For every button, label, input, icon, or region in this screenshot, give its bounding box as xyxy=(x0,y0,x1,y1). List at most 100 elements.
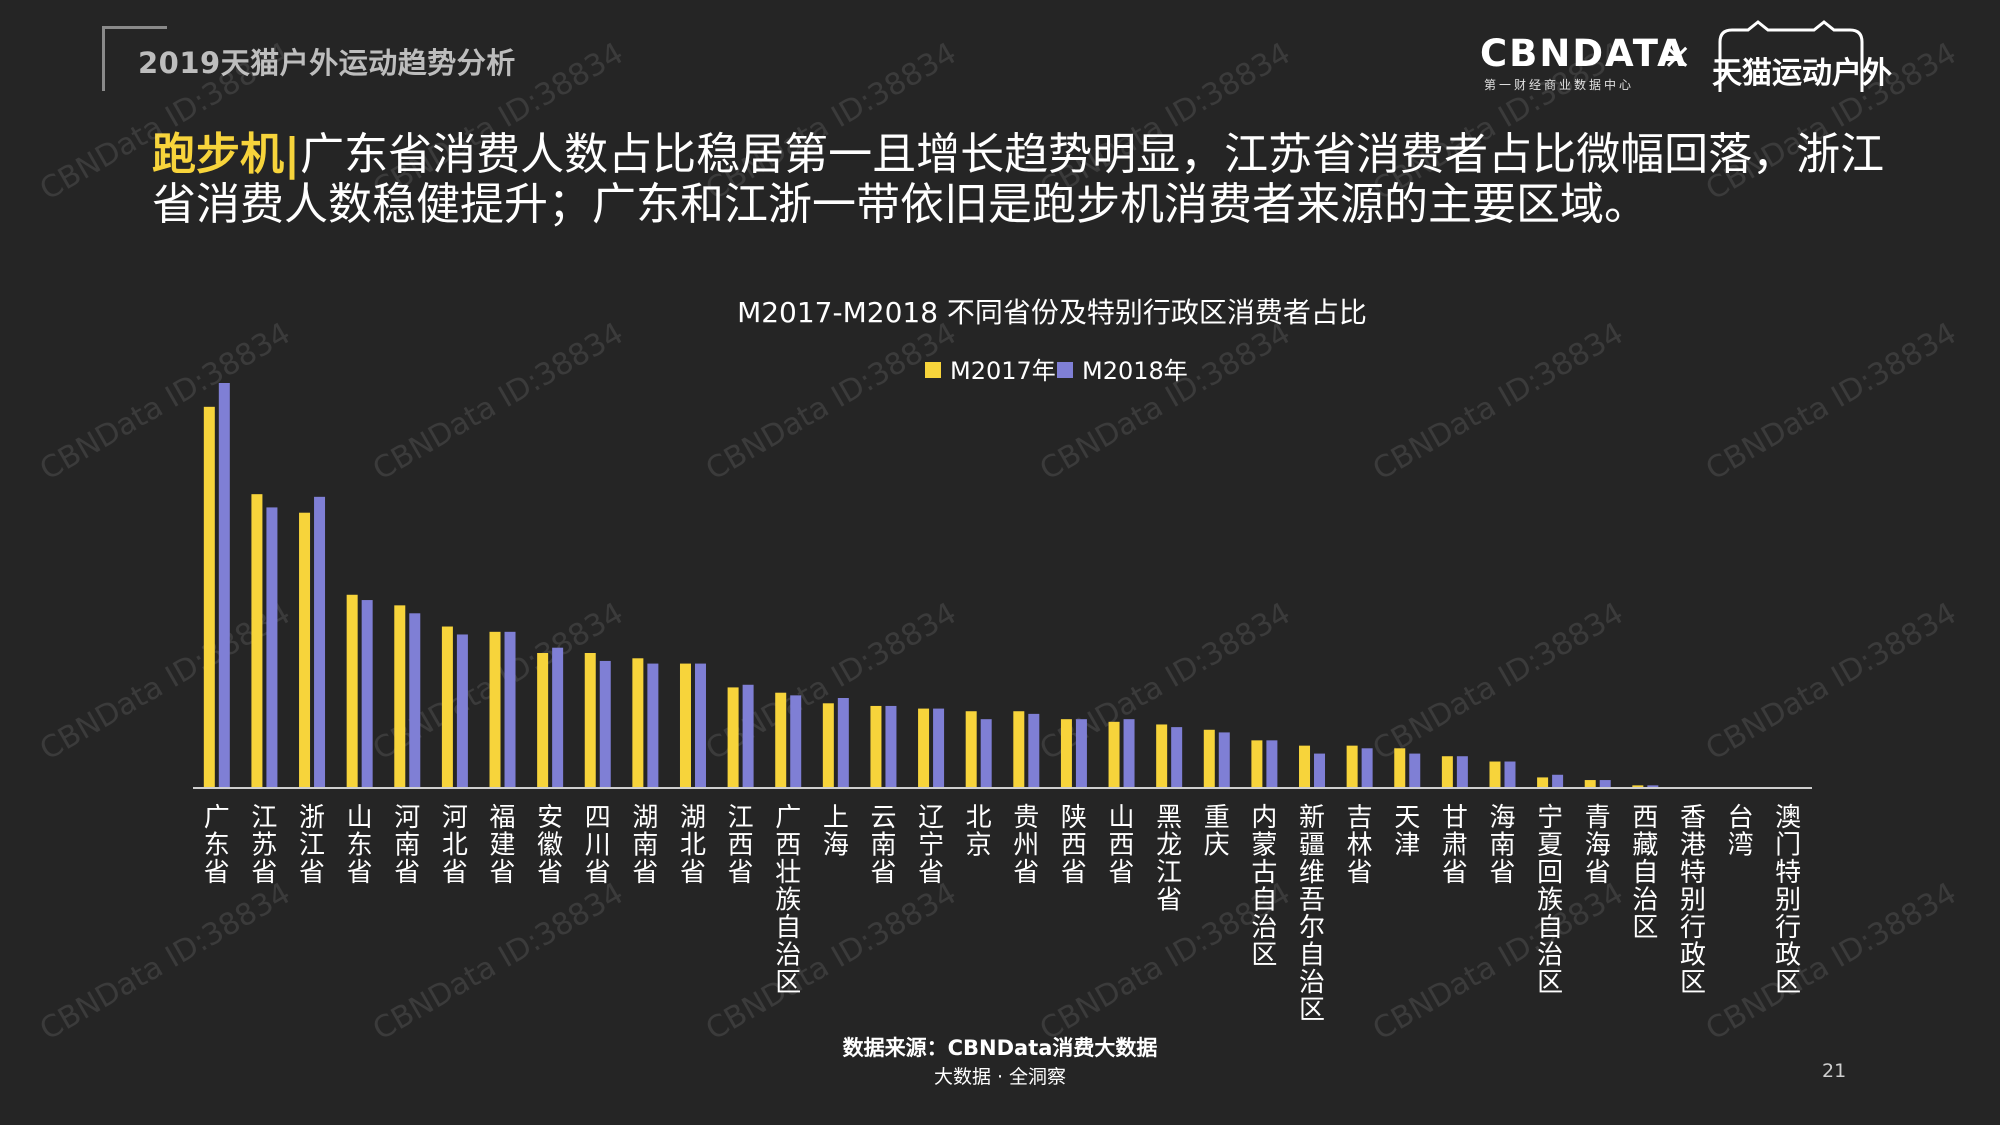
x-tick-label-9: 湖南省 xyxy=(632,803,658,888)
x-tick-label-0: 广东省 xyxy=(204,803,230,888)
bar-m2018-14 xyxy=(885,705,897,788)
bar-m2018-11 xyxy=(742,684,754,788)
bar-series-group xyxy=(203,383,1659,788)
tmall-logo-text: 天猫运动户外 xyxy=(1712,56,1892,91)
x-tick-label-16: 北京 xyxy=(966,803,992,861)
x-tick-label-21: 重庆 xyxy=(1204,803,1230,861)
bar-m2017-25 xyxy=(1394,748,1406,788)
legend-swatch-0 xyxy=(925,362,941,378)
bar-m2018-25 xyxy=(1409,753,1421,788)
bar-m2017-26 xyxy=(1441,756,1453,788)
x-tick-label-14: 云南省 xyxy=(870,803,896,888)
x-tick-label-28: 宁夏回族自治区 xyxy=(1537,803,1563,998)
bar-m2018-1 xyxy=(266,507,278,788)
watermark-text-1: CBNData ID:38834 xyxy=(367,36,629,208)
bar-m2017-1 xyxy=(251,494,263,788)
watermark-text-19: CBNData ID:38834 xyxy=(367,876,629,1048)
report-title: 2019天猫户外运动趋势分析 xyxy=(138,46,516,80)
bar-m2017-3 xyxy=(346,594,358,788)
bar-m2018-12 xyxy=(790,695,802,788)
bar-m2018-5 xyxy=(456,634,468,788)
bar-m2018-21 xyxy=(1218,732,1230,788)
watermark-text-11: CBNData ID:38834 xyxy=(1700,316,1962,488)
data-source-note: 数据来源：CBNData消费大数据 xyxy=(842,1036,1158,1060)
bar-m2017-16 xyxy=(965,711,977,788)
bar-m2018-0 xyxy=(218,383,230,788)
x-tick-label-11: 江西省 xyxy=(728,803,754,888)
bar-m2018-6 xyxy=(504,631,516,788)
watermark-text-9: CBNData ID:38834 xyxy=(1034,316,1296,488)
x-tick-label-33: 澳门特别行政区 xyxy=(1775,803,1801,998)
bar-m2018-20 xyxy=(1171,727,1183,788)
x-tick-label-8: 四川省 xyxy=(585,803,611,888)
bar-m2017-21 xyxy=(1203,729,1215,788)
x-axis-category-labels: 广东省江苏省浙江省山东省河南省河北省福建省安徽省四川省湖南省湖北省江西省广西壮族… xyxy=(204,803,1801,1026)
watermark-text-7: CBNData ID:38834 xyxy=(367,316,629,488)
bar-m2017-20 xyxy=(1156,724,1168,788)
bar-m2017-15 xyxy=(918,708,930,788)
bar-m2017-29 xyxy=(1584,780,1596,788)
title-bracket-decoration xyxy=(102,26,167,91)
bar-m2017-2 xyxy=(299,512,311,788)
x-tick-label-17: 贵州省 xyxy=(1013,803,1039,888)
bar-m2018-3 xyxy=(361,600,373,788)
watermark-text-17: CBNData ID:38834 xyxy=(1700,596,1962,768)
x-tick-label-32: 台湾 xyxy=(1728,803,1754,861)
x-tick-label-23: 新疆维吾尔自治区 xyxy=(1299,803,1325,1026)
bar-m2017-9 xyxy=(632,658,644,788)
bar-m2018-27 xyxy=(1504,761,1516,788)
x-tick-label-3: 山东省 xyxy=(347,803,373,888)
x-tick-label-5: 河北省 xyxy=(442,803,468,888)
bar-m2017-0 xyxy=(203,406,215,788)
bar-m2018-9 xyxy=(647,663,659,788)
headline-text: 广东省消费人数占比稳居第一且增长趋势明显，江苏省消费者占比微幅回落，浙江省消费人… xyxy=(152,129,1885,230)
bar-m2017-7 xyxy=(537,653,549,788)
x-tick-label-29: 青海省 xyxy=(1585,803,1611,888)
legend-label-0: M2017年 xyxy=(950,357,1056,385)
bar-m2018-8 xyxy=(599,660,611,788)
x-tick-label-13: 上海 xyxy=(823,803,849,861)
bar-m2018-28 xyxy=(1552,774,1564,788)
legend-label-1: M2018年 xyxy=(1082,357,1188,385)
x-tick-label-27: 海南省 xyxy=(1489,803,1515,888)
x-tick-label-10: 湖北省 xyxy=(680,803,706,888)
watermark-text-10: CBNData ID:38834 xyxy=(1367,316,1629,488)
slide-headline: 跑步机|广东省消费人数占比稳居第一且增长趋势明显，江苏省消费者占比微幅回落，浙江… xyxy=(152,130,1892,230)
x-tick-label-19: 山西省 xyxy=(1109,803,1135,888)
x-tick-label-15: 辽宁省 xyxy=(918,803,944,888)
bar-m2017-11 xyxy=(727,687,739,788)
bar-m2017-19 xyxy=(1108,721,1120,788)
watermark-text-23: CBNData ID:38834 xyxy=(1700,876,1962,1048)
bar-m2017-30 xyxy=(1632,785,1644,788)
bar-m2017-6 xyxy=(489,631,501,788)
bar-m2017-12 xyxy=(775,692,787,788)
bar-m2017-5 xyxy=(441,626,453,788)
x-tick-label-24: 吉林省 xyxy=(1347,803,1373,888)
watermark-text-22: CBNData ID:38834 xyxy=(1367,876,1629,1048)
x-tick-label-2: 浙江省 xyxy=(299,803,325,888)
x-tick-label-31: 香港特别行政区 xyxy=(1680,803,1706,998)
bar-m2018-7 xyxy=(552,647,564,788)
watermark-text-5: CBNData ID:38834 xyxy=(1700,36,1962,208)
bar-m2017-24 xyxy=(1346,745,1358,788)
logo-separator: × xyxy=(1662,36,1693,77)
x-tick-label-18: 陕西省 xyxy=(1061,803,1087,888)
bar-m2017-23 xyxy=(1299,745,1311,788)
bar-m2018-15 xyxy=(933,708,945,788)
x-tick-label-26: 甘肃省 xyxy=(1442,803,1468,888)
watermark-text-16: CBNData ID:38834 xyxy=(1367,596,1629,768)
chart-legend: M2017年 M2018年 xyxy=(925,357,1188,385)
tmall-cat-logo-icon xyxy=(1718,20,1864,92)
footer-slogan: 大数据 · 全洞察 xyxy=(933,1066,1067,1088)
watermark-text-6: CBNData ID:38834 xyxy=(34,316,296,488)
bar-m2018-22 xyxy=(1266,740,1278,788)
bar-m2017-8 xyxy=(584,653,596,788)
watermark-text-2: CBNData ID:38834 xyxy=(700,36,962,208)
x-tick-label-22: 内蒙古自治区 xyxy=(1251,803,1277,971)
bar-m2018-30 xyxy=(1647,785,1659,788)
bar-m2018-29 xyxy=(1599,780,1611,788)
bar-m2018-19 xyxy=(1123,719,1135,788)
cbndata-logo: CBNDATA xyxy=(1480,32,1688,75)
bar-m2017-18 xyxy=(1060,719,1072,788)
